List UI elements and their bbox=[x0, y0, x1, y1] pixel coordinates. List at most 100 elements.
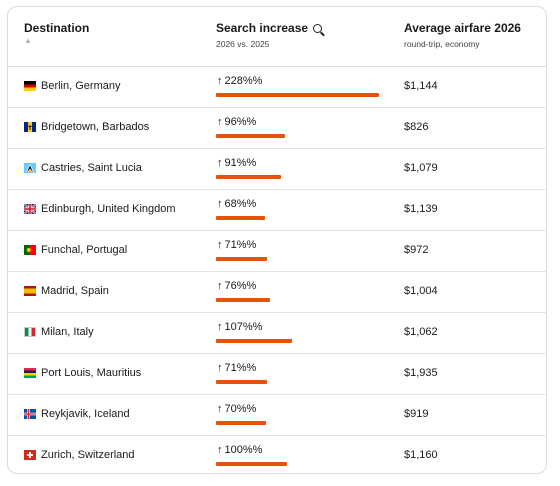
search-increase-header-label: Search increase bbox=[216, 21, 309, 35]
barbados-flag-icon bbox=[24, 122, 36, 132]
destination-column-header[interactable]: Destination ▲ bbox=[24, 21, 89, 45]
arrow-up-icon: ↑ bbox=[217, 116, 223, 128]
search-increase-value: 71%% bbox=[224, 239, 257, 251]
destination-cell: Milan, Italy bbox=[24, 326, 94, 338]
destination-name: Zurich, Switzerland bbox=[41, 449, 135, 461]
table-row: Castries, Saint Lucia ↑ 91%% $1,079 bbox=[8, 149, 546, 190]
airfare-cell: $972 bbox=[404, 244, 429, 256]
table-row: Zurich, Switzerland ↑ 100%% $1,160 bbox=[8, 436, 546, 473]
search-increase-value: 68%% bbox=[224, 198, 257, 210]
spain-flag-icon bbox=[24, 286, 36, 296]
search-increase-value: 107%% bbox=[224, 321, 263, 333]
airfare-cell: $1,160 bbox=[404, 449, 438, 461]
mauritius-flag-icon bbox=[24, 368, 36, 378]
united-kingdom-flag-icon bbox=[23, 203, 37, 215]
destination-cell: Castries, Saint Lucia bbox=[24, 162, 142, 174]
arrow-up-icon: ↑ bbox=[217, 403, 223, 415]
destination-cell: Port Louis, Mauritius bbox=[24, 367, 141, 379]
search-increase-cell: ↑ 68%% bbox=[217, 198, 256, 210]
header-divider bbox=[8, 66, 546, 67]
destination-cell: Berlin, Germany bbox=[24, 80, 120, 92]
airfare-cell: $919 bbox=[404, 408, 429, 420]
airfare-column-header[interactable]: Average airfare 2026 round-trip, economy bbox=[404, 21, 521, 49]
search-increase-bar bbox=[216, 380, 267, 384]
destination-name: Madrid, Spain bbox=[41, 285, 109, 297]
destination-cell: Edinburgh, United Kingdom bbox=[23, 203, 176, 215]
search-increase-bar bbox=[216, 93, 379, 97]
search-increase-cell: ↑ 71%% bbox=[217, 239, 256, 251]
saint-lucia-flag-icon bbox=[24, 163, 36, 173]
germany-flag-icon bbox=[24, 81, 36, 91]
destination-cell: Reykjavik, Iceland bbox=[24, 408, 130, 420]
search-increase-bar bbox=[216, 421, 266, 425]
airfare-cell: $1,004 bbox=[404, 285, 438, 297]
search-increase-cell: ↑ 76%% bbox=[217, 280, 256, 292]
destination-name: Edinburgh, United Kingdom bbox=[41, 203, 176, 215]
table-header: Destination ▲ Search increase 2026 vs. 2… bbox=[8, 7, 546, 66]
table-row: Port Louis, Mauritius ↑ 71%% $1,935 bbox=[8, 354, 546, 395]
portugal-flag-icon bbox=[24, 245, 36, 255]
search-increase-cell: ↑ 100%% bbox=[217, 444, 262, 456]
search-icon bbox=[313, 23, 323, 33]
table-row: Milan, Italy ↑ 107%% $1,062 bbox=[8, 313, 546, 354]
search-increase-value: 100%% bbox=[224, 444, 263, 456]
destination-name: Funchal, Portugal bbox=[41, 244, 128, 256]
search-increase-bar bbox=[216, 257, 267, 261]
destination-name: Reykjavik, Iceland bbox=[41, 408, 130, 420]
table-row: Madrid, Spain ↑ 76%% $1,004 bbox=[8, 272, 546, 313]
destination-cell: Zurich, Switzerland bbox=[24, 449, 135, 461]
search-increase-value: 71%% bbox=[224, 362, 257, 374]
destination-name: Berlin, Germany bbox=[41, 80, 121, 92]
destination-name: Milan, Italy bbox=[41, 326, 94, 338]
airfare-cell: $1,935 bbox=[404, 367, 438, 379]
search-increase-bar bbox=[216, 339, 292, 343]
arrow-up-icon: ↑ bbox=[217, 321, 223, 333]
italy-flag-icon bbox=[24, 327, 36, 337]
search-increase-column-header[interactable]: Search increase 2026 vs. 2025 bbox=[216, 21, 323, 49]
search-increase-bar bbox=[216, 298, 270, 302]
search-increase-value: 228%% bbox=[224, 75, 263, 87]
search-increase-value: 70%% bbox=[224, 403, 257, 415]
arrow-up-icon: ↑ bbox=[217, 75, 223, 87]
arrow-up-icon: ↑ bbox=[217, 444, 223, 456]
search-increase-cell: ↑ 70%% bbox=[217, 403, 256, 415]
search-increase-value: 96%% bbox=[224, 116, 257, 128]
table-row: Berlin, Germany ↑ 228%% $1,144 bbox=[8, 67, 546, 108]
search-increase-bar bbox=[216, 462, 287, 466]
iceland-flag-icon bbox=[24, 409, 36, 419]
search-increase-cell: ↑ 71%% bbox=[217, 362, 256, 374]
destination-header-label: Destination bbox=[24, 21, 90, 35]
table-row: Reykjavik, Iceland ↑ 70%% $919 bbox=[8, 395, 546, 436]
airfare-cell: $826 bbox=[404, 121, 429, 133]
destination-name: Port Louis, Mauritius bbox=[41, 367, 142, 379]
table-row: Bridgetown, Barbados ↑ 96%% $826 bbox=[8, 108, 546, 149]
destination-name: Bridgetown, Barbados bbox=[41, 121, 150, 133]
airfare-cell: $1,079 bbox=[404, 162, 438, 174]
destinations-table: Destination ▲ Search increase 2026 vs. 2… bbox=[7, 6, 547, 474]
destination-cell: Madrid, Spain bbox=[24, 285, 109, 297]
search-increase-value: 76%% bbox=[224, 280, 257, 292]
search-increase-cell: ↑ 107%% bbox=[217, 321, 262, 333]
table-row: Funchal, Portugal ↑ 71%% $972 bbox=[8, 231, 546, 272]
airfare-cell: $1,062 bbox=[404, 326, 438, 338]
airfare-header-label: Average airfare 2026 bbox=[404, 21, 521, 35]
arrow-up-icon: ↑ bbox=[217, 362, 223, 374]
destination-name: Castries, Saint Lucia bbox=[41, 162, 142, 174]
table-row: Edinburgh, United Kingdom ↑ 68%% $1,139 bbox=[8, 190, 546, 231]
search-increase-bar bbox=[216, 134, 285, 138]
search-increase-cell: ↑ 228%% bbox=[217, 75, 262, 87]
search-increase-subtitle: 2026 vs. 2025 bbox=[216, 39, 270, 49]
table-body: Berlin, Germany ↑ 228%% $1,144 Bridgetown, B… bbox=[8, 67, 546, 473]
arrow-up-icon: ↑ bbox=[217, 157, 223, 169]
destination-cell: Bridgetown, Barbados bbox=[24, 121, 149, 133]
airfare-cell: $1,144 bbox=[404, 80, 438, 92]
search-increase-bar bbox=[216, 216, 265, 220]
switzerland-flag-icon bbox=[24, 450, 36, 460]
search-increase-cell: ↑ 96%% bbox=[217, 116, 256, 128]
arrow-up-icon: ↑ bbox=[217, 239, 223, 251]
search-increase-value: 91%% bbox=[224, 157, 257, 169]
sort-ascending-icon[interactable]: ▲ bbox=[24, 36, 32, 45]
search-increase-bar bbox=[216, 175, 281, 179]
airfare-cell: $1,139 bbox=[404, 203, 438, 215]
arrow-up-icon: ↑ bbox=[217, 198, 223, 210]
